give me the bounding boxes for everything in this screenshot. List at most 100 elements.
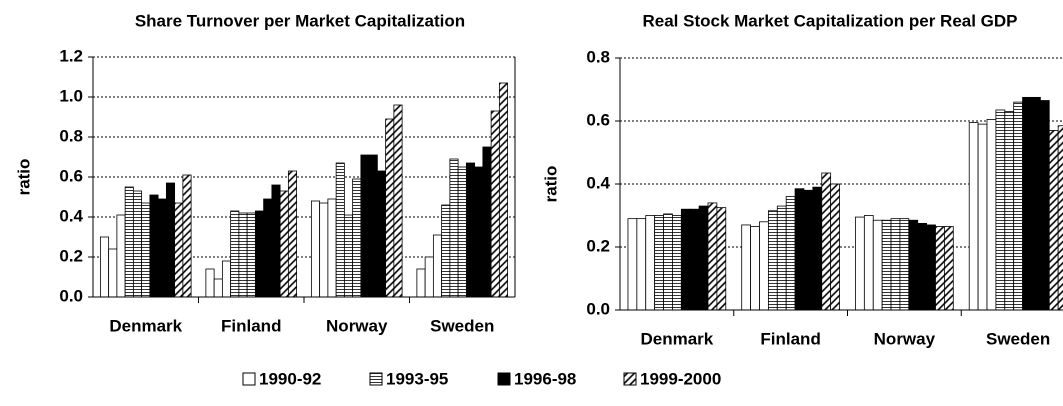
bar (116, 214, 126, 298)
bar (776, 205, 787, 311)
bar (750, 226, 760, 311)
bar (393, 104, 403, 298)
bar (707, 202, 718, 311)
bar (343, 214, 354, 298)
bar (855, 216, 865, 311)
y-tick-label: 0.2 (59, 246, 83, 265)
bar (908, 219, 919, 311)
bar (205, 268, 215, 298)
bar (1031, 96, 1041, 311)
bar (917, 222, 928, 311)
bar (482, 146, 492, 298)
bar (360, 154, 370, 298)
bar (368, 154, 378, 298)
bar (830, 183, 840, 311)
bar (654, 215, 664, 311)
bar (213, 278, 223, 298)
bar (1057, 125, 1063, 311)
x-tick-label: Finland (221, 316, 281, 335)
bar (287, 170, 298, 298)
chart-title: Real Stock Market Capitalization per Rea… (642, 11, 1017, 30)
bar (785, 196, 796, 311)
bar (335, 162, 345, 298)
bar (872, 219, 883, 311)
bar (449, 158, 459, 298)
legend-swatch (369, 372, 383, 386)
chart-title: Share Turnover per Market Capitalization (135, 11, 465, 30)
x-tick-label: Sweden (430, 316, 494, 335)
y-axis-label: ratio (541, 166, 560, 203)
bar (149, 194, 159, 298)
bar (108, 248, 118, 298)
bar (627, 218, 638, 311)
bar (812, 186, 823, 311)
legend-label: 1996-98 (514, 369, 576, 388)
y-tick-label: 0.0 (59, 286, 83, 305)
bar (636, 218, 647, 311)
legend-swatch (623, 372, 637, 386)
bar (899, 218, 910, 311)
bar (238, 212, 248, 298)
bar (319, 202, 329, 298)
bar (474, 166, 484, 298)
bar (767, 210, 778, 311)
x-tick-label: Norway (874, 329, 936, 348)
y-tick-label: 0.8 (586, 47, 610, 66)
bar (441, 204, 451, 298)
y-tick-label: 0.6 (586, 110, 610, 129)
bar (977, 123, 988, 311)
y-tick-label: 0.4 (59, 206, 83, 225)
bar (968, 122, 979, 311)
bar (794, 188, 805, 311)
bar (680, 208, 691, 311)
bar (498, 82, 509, 298)
y-tick-label: 0.6 (59, 166, 83, 185)
bar (490, 110, 500, 298)
legend-label: 1993-95 (386, 369, 448, 388)
legend-label: 1990-92 (259, 369, 321, 388)
bar (271, 184, 281, 298)
bar (141, 202, 151, 298)
bar (416, 268, 426, 298)
bar (663, 213, 673, 311)
bar (1048, 130, 1059, 311)
x-tick-label: Finland (760, 329, 820, 348)
bar (645, 215, 656, 311)
x-tick-label: Sweden (986, 329, 1050, 348)
legend-swatch (497, 372, 511, 386)
bar (432, 234, 443, 298)
bar (881, 219, 892, 311)
bar (352, 178, 362, 298)
bar (689, 208, 700, 311)
bar (926, 224, 936, 311)
bar (424, 256, 434, 298)
bar (716, 207, 727, 311)
bar (465, 162, 476, 298)
bar (385, 118, 395, 298)
y-tick-label: 0.2 (586, 236, 610, 255)
bar (457, 166, 467, 298)
bar (1004, 111, 1015, 311)
legend-swatch (242, 372, 256, 386)
bar (221, 260, 232, 298)
y-axis-label: ratio (14, 159, 33, 196)
y-tick-label: 0.0 (586, 299, 610, 318)
bar (132, 190, 143, 298)
x-tick-label: Norway (326, 316, 388, 335)
bar (99, 236, 110, 298)
y-tick-label: 0.4 (586, 173, 610, 192)
y-tick-label: 0.8 (59, 126, 83, 145)
bar (1039, 100, 1050, 311)
bar (246, 212, 256, 298)
bar (672, 215, 682, 311)
bar (986, 119, 997, 311)
bar (230, 210, 240, 298)
bar (995, 109, 1006, 311)
x-tick-label: Denmark (109, 316, 182, 335)
bar (165, 182, 176, 298)
bar (376, 170, 387, 298)
bar (698, 205, 709, 311)
bar (327, 198, 337, 298)
